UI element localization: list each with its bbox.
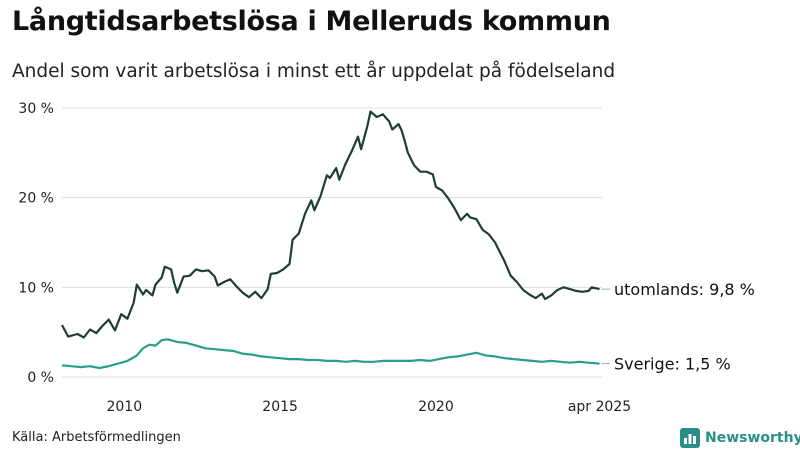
- x-tick-label: apr 2025: [568, 399, 631, 415]
- x-tick-label: 2010: [106, 399, 142, 415]
- brand-logo[interactable]: Newsworthy: [680, 427, 800, 449]
- x-tick-label: 2020: [418, 399, 454, 415]
- series-labels: utomlands: 9,8 % Sverige: 1,5 %: [601, 280, 755, 374]
- series-line-utomlands: [61, 110, 600, 339]
- y-tick-label: 20 %: [18, 191, 54, 207]
- x-tick-label: 2015: [262, 399, 298, 415]
- series-end-label: Sverige: 1,5 %: [614, 355, 731, 374]
- bar-chart-logo-icon: [680, 428, 700, 448]
- series-line-sverige: [61, 338, 600, 370]
- y-tick-label: 30 %: [18, 101, 54, 117]
- series-end-label: utomlands: 9,8 %: [614, 280, 755, 299]
- grid-lines: [62, 107, 602, 378]
- page-title: Långtidsarbetslösa i Melleruds kommun: [12, 6, 611, 37]
- y-axis: 0 % 10 % 20 % 30 %: [18, 101, 54, 386]
- brand-name: Newsworthy: [705, 430, 800, 446]
- x-axis: 2010 2015 2020 apr 2025: [106, 399, 631, 415]
- y-tick-label: 0 %: [27, 370, 54, 386]
- y-tick-label: 10 %: [18, 280, 54, 296]
- series-lines: [61, 110, 600, 370]
- page-subtitle: Andel som varit arbetslösa i minst ett å…: [12, 61, 616, 82]
- source-note: Källa: Arbetsförmedlingen: [12, 430, 181, 445]
